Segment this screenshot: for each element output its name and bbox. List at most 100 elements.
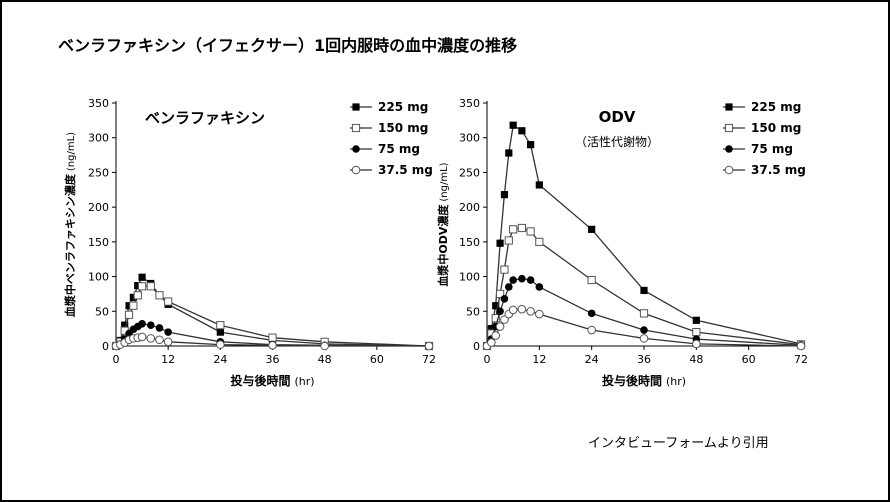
data-point (164, 297, 173, 306)
data-point (137, 282, 147, 291)
data-point (133, 291, 142, 300)
x-axis-unit: (hr) (294, 375, 314, 388)
legend-label: 225 mg (378, 100, 428, 114)
x-tick-label: 48 (689, 353, 703, 366)
data-point (518, 274, 526, 283)
data-point (535, 237, 544, 246)
data-point (496, 307, 504, 316)
y-tick-label: 0 (102, 340, 109, 353)
y-axis-title: 血漿中ベンラファキシン濃度 (63, 173, 77, 317)
data-point (508, 305, 518, 315)
y-tick-label: 150 (88, 236, 109, 249)
data-point (320, 341, 329, 351)
legend-marker (724, 165, 734, 175)
legend-marker (724, 123, 734, 133)
x-tick-label: 0 (484, 353, 491, 366)
chart-title: ODV (599, 108, 636, 126)
x-tick-label: 36 (637, 353, 651, 366)
y-tick-label: 350 (459, 97, 480, 110)
data-point (500, 265, 509, 274)
x-tick-label: 72 (794, 353, 808, 366)
data-point (517, 304, 527, 314)
y-axis-label: 血漿中ODV濃度 (ng/mL) (436, 162, 450, 286)
data-point (491, 331, 501, 340)
x-axis-label: 投与後時間 (hr) (602, 373, 686, 388)
x-axis-title: 投与後時間 (602, 373, 662, 388)
data-point (155, 324, 164, 332)
legend-marker (351, 123, 361, 133)
y-tick-label: 350 (88, 97, 109, 110)
data-point (163, 337, 173, 347)
data-point (216, 340, 225, 349)
data-point (500, 294, 509, 303)
x-tick-label: 12 (532, 353, 546, 366)
data-point (487, 338, 496, 347)
legend-label: 225 mg (751, 100, 801, 114)
x-axis-title: 投与後時間 (230, 373, 290, 388)
data-point (505, 283, 513, 291)
x-axis-unit: (hr) (666, 375, 686, 388)
x-tick-label: 36 (266, 353, 280, 366)
x-tick-label: 24 (213, 353, 227, 366)
data-point (129, 293, 137, 301)
x-tick-label: 60 (742, 353, 756, 366)
data-point (518, 127, 526, 135)
legend-label: 37.5 mg (751, 163, 806, 177)
data-point (146, 334, 156, 343)
data-point (125, 302, 133, 310)
data-point (535, 309, 544, 319)
x-tick-label: 72 (422, 353, 436, 366)
data-point (491, 314, 500, 323)
y-tick-label: 200 (88, 201, 109, 214)
y-axis-unit: (ng/mL) (439, 162, 450, 201)
data-point (639, 334, 649, 343)
data-point (496, 239, 504, 247)
data-point (216, 328, 224, 336)
data-point (155, 335, 164, 345)
data-point (129, 301, 138, 310)
chart-title: ベンラファキシン (145, 109, 265, 127)
y-tick-label: 50 (95, 305, 109, 318)
legend-label: 150 mg (378, 121, 428, 135)
data-point (692, 316, 700, 324)
data-point (164, 328, 172, 336)
data-point (588, 225, 596, 233)
chart-subtitle: （活性代謝物） (575, 134, 659, 149)
data-point (504, 236, 513, 245)
data-point (796, 341, 806, 351)
data-point (495, 289, 505, 299)
data-point (505, 149, 513, 157)
x-tick-label: 60 (370, 353, 384, 366)
legend-marker (351, 165, 361, 175)
data-point (146, 321, 155, 329)
legend-marker (352, 103, 360, 111)
legend-label: 75 mg (751, 142, 793, 156)
y-tick-label: 0 (473, 340, 480, 353)
legend-marker (725, 145, 733, 153)
x-tick-label: 12 (161, 353, 175, 366)
data-point (492, 302, 500, 310)
data-point (487, 325, 495, 333)
data-point (509, 121, 517, 129)
data-point (640, 326, 648, 334)
data-point (692, 339, 701, 349)
y-axis-label: 血漿中ベンラファキシン濃度 (ng/mL) (63, 132, 77, 317)
data-point (500, 315, 509, 324)
citation-text: インタビューフォームより引用 (588, 436, 769, 451)
y-tick-label: 100 (459, 271, 480, 284)
data-point (587, 325, 596, 335)
data-point (134, 281, 142, 290)
legend-label: 75 mg (378, 142, 420, 156)
data-point (216, 321, 225, 330)
data-point (124, 310, 134, 319)
data-point (121, 321, 129, 329)
y-tick-label: 300 (88, 132, 109, 145)
data-point (146, 282, 155, 291)
data-point (500, 191, 509, 199)
data-point (517, 223, 526, 233)
data-point (526, 276, 535, 284)
data-point (587, 309, 596, 318)
data-point (535, 283, 544, 291)
data-point (155, 291, 164, 300)
data-point (526, 306, 535, 316)
